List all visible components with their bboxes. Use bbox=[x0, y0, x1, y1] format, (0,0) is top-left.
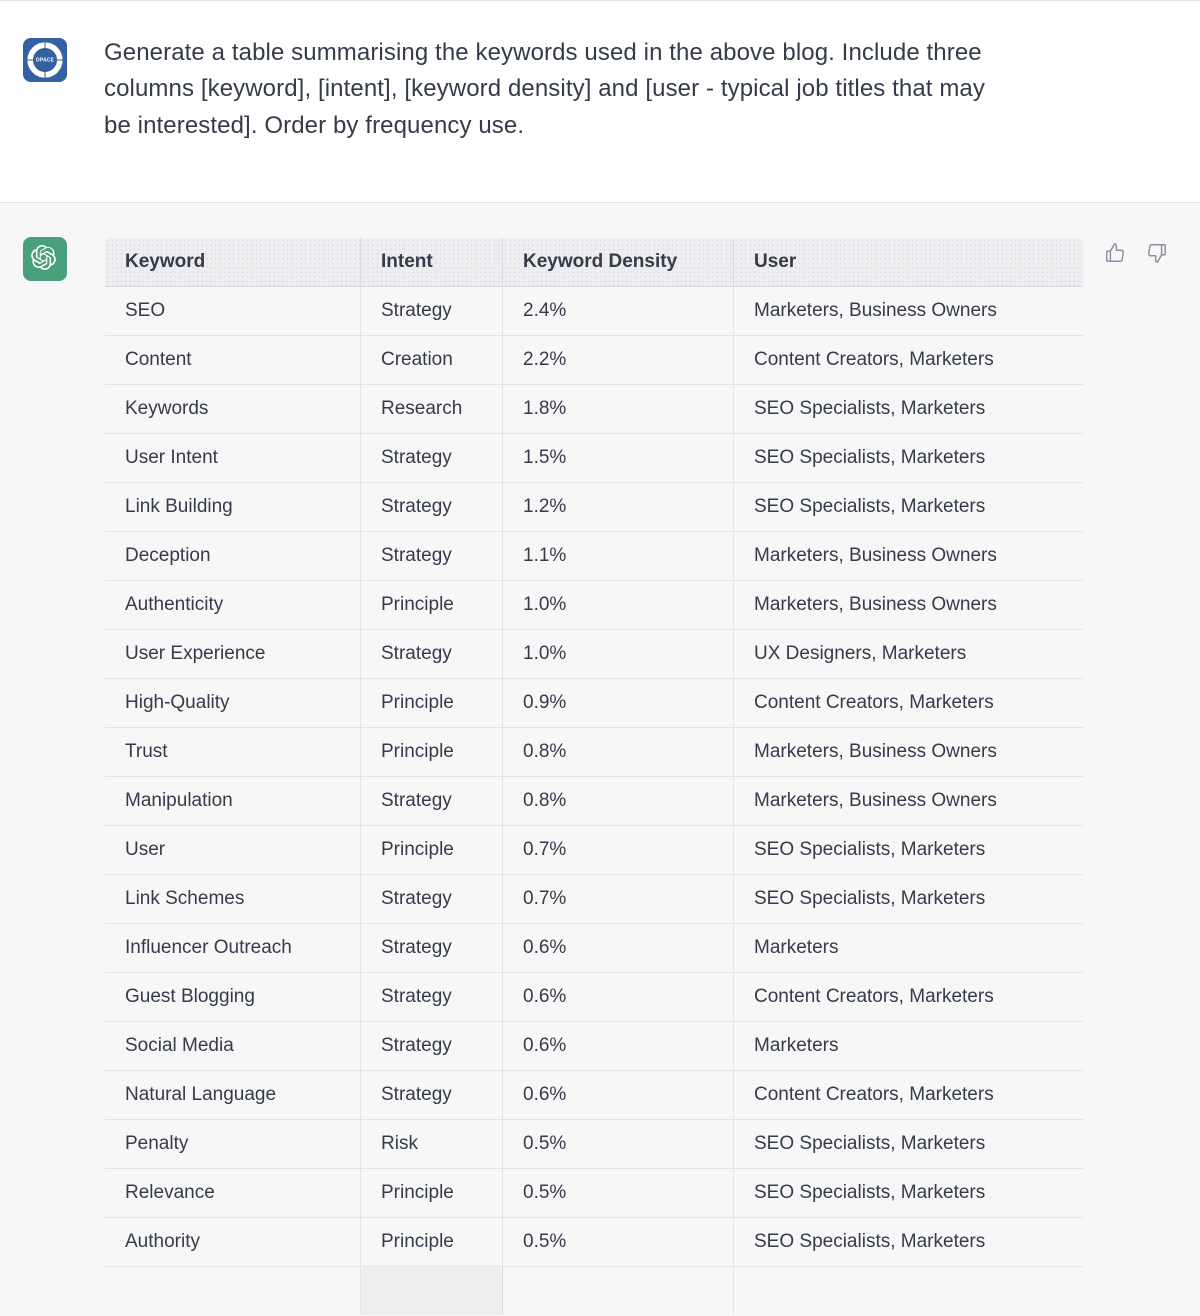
svg-text:OPACE: OPACE bbox=[36, 58, 55, 64]
